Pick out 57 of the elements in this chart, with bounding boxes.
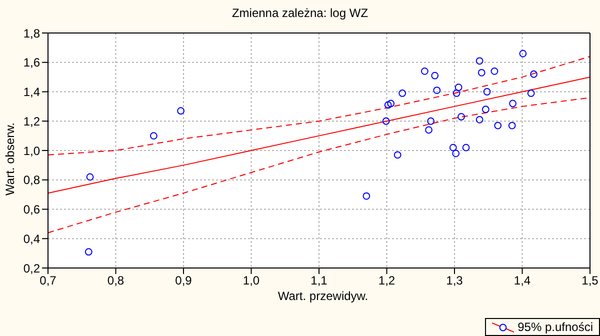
x-tick-label: 0,9 [175,274,192,288]
point [476,116,484,124]
point [384,101,392,109]
y-tick-label: 1,2 [23,114,40,128]
point [482,106,490,114]
point [458,113,465,120]
point [449,144,457,152]
point [530,70,538,78]
y-tick-label: 1,4 [23,85,40,100]
point [478,68,486,76]
point [150,132,158,140]
line-series [48,56,590,156]
point [519,50,527,58]
x-tick-label: 0,8 [107,274,124,288]
y-tick-label: 1,0 [23,144,40,158]
y-axis-title: Wart. obserw. [3,122,17,196]
point [84,248,92,256]
point [490,67,498,75]
point [86,173,94,181]
point [362,192,370,200]
point [394,151,402,159]
point [483,88,491,96]
y-tick-label: 1,6 [23,56,40,70]
point [387,100,395,108]
x-tick-label: 1,2 [378,274,396,288]
point [420,67,428,75]
x-tick-label: 1,5 [582,274,599,288]
point [177,107,184,115]
point [452,90,460,97]
point [509,100,516,108]
line-series [48,76,590,194]
point [527,90,535,97]
y-tick-label: 0,8 [23,173,40,188]
point [382,117,390,125]
x-tick-label: 1,0 [242,274,260,288]
point [425,126,432,134]
x-axis-title: Wart. przewidyw. [276,289,370,303]
y-tick-label: 0,6 [23,202,40,217]
chart-title: Zmienna zależna: log WZ [230,6,370,20]
x-tick-label: 0,7 [40,274,57,288]
y-tick-label: 0,4 [23,232,40,246]
x-tick-label: 1,4 [514,274,531,288]
y-tick-label: 0,2 [23,261,40,276]
x-tick-label: 1,3 [446,274,464,288]
legend-label: 95% p.ufności [518,320,593,334]
point [508,122,516,130]
point [452,150,460,158]
point [462,144,470,152]
x-tick-label: 1,1 [310,274,328,288]
point [433,86,441,94]
point [494,122,502,130]
point [454,84,462,92]
point [431,72,439,80]
point [476,57,484,65]
point [427,117,434,125]
point [398,90,406,97]
y-tick-label: 1,8 [23,26,40,40]
